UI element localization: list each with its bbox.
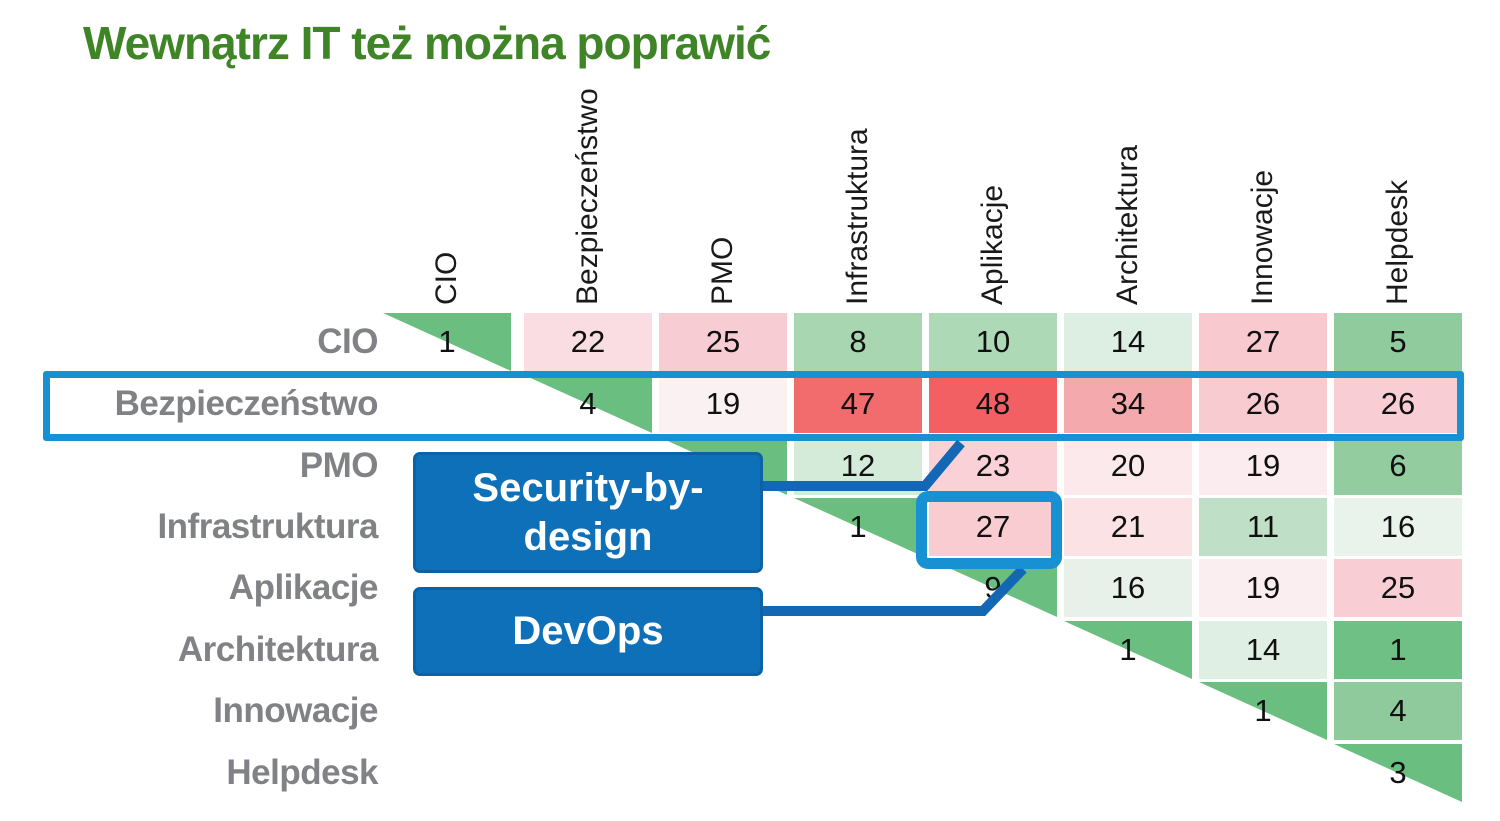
matrix-diagonal-cell: 1 — [794, 498, 922, 556]
cell-value: 26 — [1245, 386, 1281, 421]
matrix-cell: 34 — [1064, 375, 1192, 433]
matrix-cell: 4 — [1334, 682, 1462, 740]
matrix-cell: 48 — [929, 375, 1057, 433]
callout-security-by-design: Security-by-design — [413, 452, 763, 573]
matrix-cell: 14 — [1199, 621, 1327, 679]
cell-value: 3 — [1389, 755, 1407, 790]
matrix-diagonal-cell: 1 — [383, 313, 511, 371]
cell-value: 19 — [1245, 570, 1281, 605]
cell-value: 1 — [1254, 693, 1272, 728]
matrix-cell: 21 — [1064, 498, 1192, 556]
cell-value: 25 — [1380, 570, 1416, 605]
matrix-cell: 8 — [794, 313, 922, 371]
cell-value: 1 — [849, 509, 867, 544]
matrix-cell: 19 — [659, 375, 787, 433]
matrix-cell: 6 — [1334, 437, 1462, 495]
cell-value: 48 — [975, 386, 1011, 421]
cell-value: 1 — [438, 324, 456, 359]
cell-value: 1 — [1389, 632, 1407, 667]
row-label-3: PMO — [299, 446, 379, 485]
cell-value: 14 — [1110, 324, 1146, 359]
cell-value: 21 — [1110, 509, 1146, 544]
row-label-4: Infrastruktura — [157, 507, 378, 546]
matrix-diagonal-cell: 3 — [1334, 744, 1462, 802]
cell-value: 19 — [705, 386, 741, 421]
matrix-cell: 5 — [1334, 313, 1462, 371]
cell-value: 6 — [1389, 448, 1407, 483]
matrix-cell: 22 — [524, 313, 652, 371]
cell-value: 27 — [975, 509, 1011, 544]
slide-title: Wewnątrz IT też można poprawić — [83, 17, 771, 69]
row-label-7: Innowacje — [213, 691, 378, 730]
cell-value: 47 — [840, 386, 876, 421]
cell-value: 4 — [579, 386, 597, 421]
matrix-cell: 27 — [929, 498, 1057, 556]
cell-value: 14 — [1245, 632, 1281, 667]
cell-value: 4 — [1389, 693, 1407, 728]
cell-value: 5 — [1389, 324, 1407, 359]
cell-value: 19 — [1245, 448, 1281, 483]
matrix-cell: 16 — [1334, 498, 1462, 556]
matrix-cell: 16 — [1064, 559, 1192, 617]
matrix-cell: 26 — [1199, 375, 1327, 433]
matrix-cell: 47 — [794, 375, 922, 433]
matrix-cell: 19 — [1199, 559, 1327, 617]
callout-security-by-design-label: Security-by-design — [472, 465, 704, 559]
cell-value: 8 — [849, 324, 867, 359]
cell-value: 34 — [1110, 386, 1146, 421]
cell-value: 10 — [975, 324, 1011, 359]
matrix-cell: 26 — [1334, 375, 1462, 433]
matrix-diagonal-cell: 1 — [1199, 682, 1327, 740]
connector-security-by-design — [763, 439, 965, 491]
cell-value: 16 — [1380, 509, 1416, 544]
cell-value: 22 — [570, 324, 606, 359]
matrix-diagonal-cell: 4 — [524, 375, 652, 433]
cell-value: 12 — [840, 448, 876, 483]
matrix-cell: 11 — [1199, 498, 1327, 556]
cell-value: 23 — [975, 448, 1011, 483]
matrix-diagonal-cell: 1 — [1064, 621, 1192, 679]
matrix-cell: 23 — [929, 437, 1057, 495]
row-label-5: Aplikacje — [228, 568, 379, 607]
cell-value: 27 — [1245, 324, 1281, 359]
connector-devops — [763, 565, 1027, 616]
matrix-cell: 1 — [1334, 621, 1462, 679]
cell-value: 26 — [1380, 386, 1416, 421]
row-label-8: Helpdesk — [226, 753, 378, 792]
matrix-cell: 25 — [659, 313, 787, 371]
row-label-6: Architektura — [177, 630, 379, 669]
cell-value: 25 — [705, 324, 741, 359]
matrix-cell: 20 — [1064, 437, 1192, 495]
cell-value: 20 — [1110, 448, 1146, 483]
cell-value: 16 — [1110, 570, 1146, 605]
callout-devops-label: DevOps — [512, 609, 664, 654]
matrix-cell: 25 — [1334, 559, 1462, 617]
matrix-cell: 19 — [1199, 437, 1327, 495]
matrix-cell: 14 — [1064, 313, 1192, 371]
cell-highlight-27 — [916, 491, 1062, 569]
matrix-cell: 27 — [1199, 313, 1327, 371]
cell-value: 1 — [1119, 632, 1137, 667]
row-highlight-bezpieczenstwo — [43, 371, 1464, 441]
callout-devops: DevOps — [413, 587, 763, 676]
matrix-cell: 10 — [929, 313, 1057, 371]
row-label-1: CIO — [317, 322, 378, 361]
cell-value: 11 — [1246, 509, 1280, 544]
row-label-2: Bezpieczeństwo — [114, 384, 379, 423]
